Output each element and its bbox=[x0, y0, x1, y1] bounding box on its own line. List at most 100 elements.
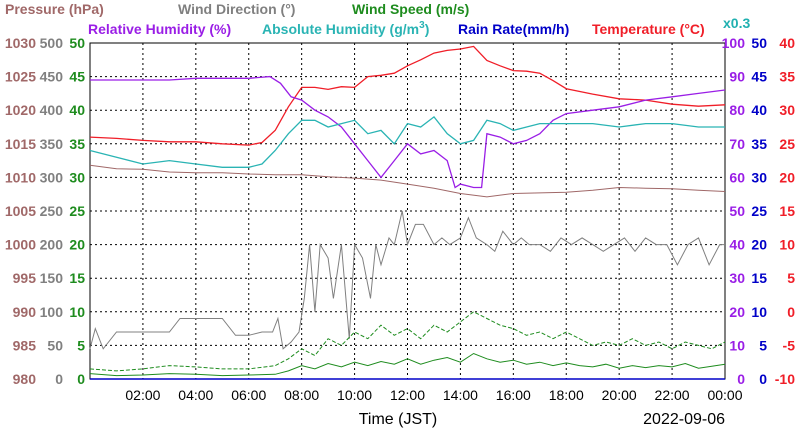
wind-speed-tick-label: 20 bbox=[69, 237, 85, 253]
rain-rate-tick-label: 30 bbox=[751, 169, 767, 185]
wind-direction-tick-label: 50 bbox=[47, 337, 63, 353]
legend-absolute-humidity: Absolute Humidity (g/m3) bbox=[262, 20, 429, 37]
relative-humidity-tick-label: 70 bbox=[729, 136, 745, 152]
rain-rate-tick-label: 20 bbox=[751, 237, 767, 253]
temperature-tick-label: 30 bbox=[779, 102, 795, 118]
pressure-tick-label: 1000 bbox=[5, 237, 36, 253]
wind-speed-tick-label: 35 bbox=[69, 136, 85, 152]
wind-speed-tick-label: 25 bbox=[69, 203, 85, 219]
wind-direction-tick-label: 450 bbox=[40, 69, 64, 85]
pressure-tick-label: 990 bbox=[13, 304, 37, 320]
temperature-tick-label: 20 bbox=[779, 169, 795, 185]
pressure-tick-label: 1015 bbox=[5, 136, 36, 152]
rain-rate-tick-label: 10 bbox=[751, 304, 767, 320]
wind-speed-tick-label: 45 bbox=[69, 69, 85, 85]
legend-wind-speed: Wind Speed (m/s) bbox=[352, 1, 469, 17]
rain-rate-tick-label: 15 bbox=[751, 270, 767, 286]
relative-humidity-tick-label: 50 bbox=[729, 203, 745, 219]
relative-humidity-tick-label: 30 bbox=[729, 270, 745, 286]
relative-humidity-tick-label: 40 bbox=[729, 237, 745, 253]
rain-rate-tick-label: 50 bbox=[751, 35, 767, 51]
temperature-tick-label: -10 bbox=[775, 371, 795, 387]
wind-direction-tick-label: 0 bbox=[55, 371, 63, 387]
pressure-tick-label: 995 bbox=[13, 270, 37, 286]
rain-rate-tick-label: 45 bbox=[751, 69, 767, 85]
relative-humidity-tick-label: 100 bbox=[722, 35, 746, 51]
wind-speed-tick-label: 10 bbox=[69, 304, 85, 320]
wind-direction-tick-label: 350 bbox=[40, 136, 64, 152]
legend-absolute-humidity-sup: 3 bbox=[419, 20, 425, 31]
rain-rate-tick-label: 25 bbox=[751, 203, 767, 219]
legend-absolute-humidity-a: Absolute Humidity (g/m bbox=[262, 21, 419, 37]
series-relative-humidity-line bbox=[90, 75, 726, 189]
wind-speed-tick-label: 40 bbox=[69, 102, 85, 118]
pressure-tick-label: 1025 bbox=[5, 69, 36, 85]
wind-direction-tick-label: 500 bbox=[40, 35, 64, 51]
relative-humidity-tick-label: 20 bbox=[729, 304, 745, 320]
x-tick-label: 20:00 bbox=[602, 387, 637, 403]
relative-humidity-tick-label: 10 bbox=[729, 337, 745, 353]
temperature-tick-label: 35 bbox=[779, 69, 795, 85]
rain-rate-tick-label: 5 bbox=[759, 337, 767, 353]
x-tick-label: 22:00 bbox=[655, 387, 690, 403]
temperature-axis: 40 35 30 25 20 15 10 5 0 -5 -10 bbox=[775, 35, 795, 387]
abs-scale-note: x0.3 bbox=[723, 15, 750, 31]
x-tick-label: 02:00 bbox=[125, 387, 160, 403]
x-tick-label: 18:00 bbox=[549, 387, 584, 403]
rain-rate-tick-label: 40 bbox=[751, 102, 767, 118]
x-tick-label: 00:00 bbox=[707, 387, 742, 403]
x-tick-label: 12:00 bbox=[390, 387, 425, 403]
pressure-tick-label: 1005 bbox=[5, 203, 36, 219]
x-tick-label: 06:00 bbox=[231, 387, 266, 403]
wind-speed-tick-label: 15 bbox=[69, 270, 85, 286]
rain-rate-tick-label: 0 bbox=[759, 371, 767, 387]
rain-rate-tick-label: 35 bbox=[751, 136, 767, 152]
pressure-axis: 1030 1025 1020 1015 1010 1005 1000 995 990 985 980 bbox=[5, 35, 36, 387]
series-absolute-humidity-g-m3-line bbox=[89, 115, 725, 168]
series-temperature-c-line bbox=[89, 45, 726, 146]
pressure-tick-label: 980 bbox=[13, 371, 37, 387]
wind-direction-tick-label: 200 bbox=[40, 237, 64, 253]
temperature-tick-label: -5 bbox=[783, 337, 796, 353]
date-label: 2022-09-06 bbox=[643, 411, 725, 428]
temperature-tick-label: 40 bbox=[779, 35, 795, 51]
relative-humidity-tick-label: 90 bbox=[729, 69, 745, 85]
wind-speed-tick-label: 50 bbox=[69, 35, 85, 51]
wind-speed-tick-label: 0 bbox=[77, 371, 85, 387]
x-tick-label: 04:00 bbox=[178, 387, 213, 403]
wind-speed-tick-label: 30 bbox=[69, 169, 85, 185]
relative-humidity-tick-label: 80 bbox=[729, 102, 745, 118]
x-tick-label: 16:00 bbox=[496, 387, 531, 403]
wind-speed-tick-label: 5 bbox=[77, 337, 85, 353]
time-axis: 02:00 04:00 06:00 08:00 10:00 12:00 14:00 16:00… bbox=[125, 387, 742, 403]
legend-pressure: Pressure (hPa) bbox=[5, 1, 104, 17]
legend-absolute-humidity-b: ) bbox=[425, 21, 430, 37]
relative-humidity-tick-label: 60 bbox=[729, 169, 745, 185]
legend-relative-humidity: Relative Humidity (%) bbox=[88, 21, 231, 37]
relative-humidity-tick-label: 0 bbox=[737, 371, 745, 387]
wind-direction-tick-label: 400 bbox=[40, 102, 64, 118]
pressure-tick-label: 1030 bbox=[5, 35, 36, 51]
wind-direction-tick-label: 100 bbox=[40, 304, 64, 320]
pressure-tick-label: 1020 bbox=[5, 102, 36, 118]
wind-direction-tick-label: 300 bbox=[40, 169, 64, 185]
series-layer bbox=[89, 45, 726, 380]
x-tick-label: 10:00 bbox=[337, 387, 372, 403]
series-pressure-hpa-line bbox=[89, 164, 726, 198]
pressure-tick-label: 985 bbox=[13, 337, 37, 353]
series-wind-speed-m-s-gust-line bbox=[89, 311, 726, 372]
temperature-tick-label: 5 bbox=[787, 270, 795, 286]
x-tick-label: 08:00 bbox=[284, 387, 319, 403]
pressure-tick-label: 1010 bbox=[5, 169, 36, 185]
temperature-tick-label: 0 bbox=[787, 304, 795, 320]
x-tick-label: 14:00 bbox=[443, 387, 478, 403]
temperature-tick-label: 25 bbox=[779, 136, 795, 152]
wind-direction-tick-label: 150 bbox=[40, 270, 64, 286]
legend-rain-rate: Rain Rate(mm/h) bbox=[458, 21, 569, 37]
legend-wind-direction: Wind Direction (°) bbox=[178, 1, 295, 17]
